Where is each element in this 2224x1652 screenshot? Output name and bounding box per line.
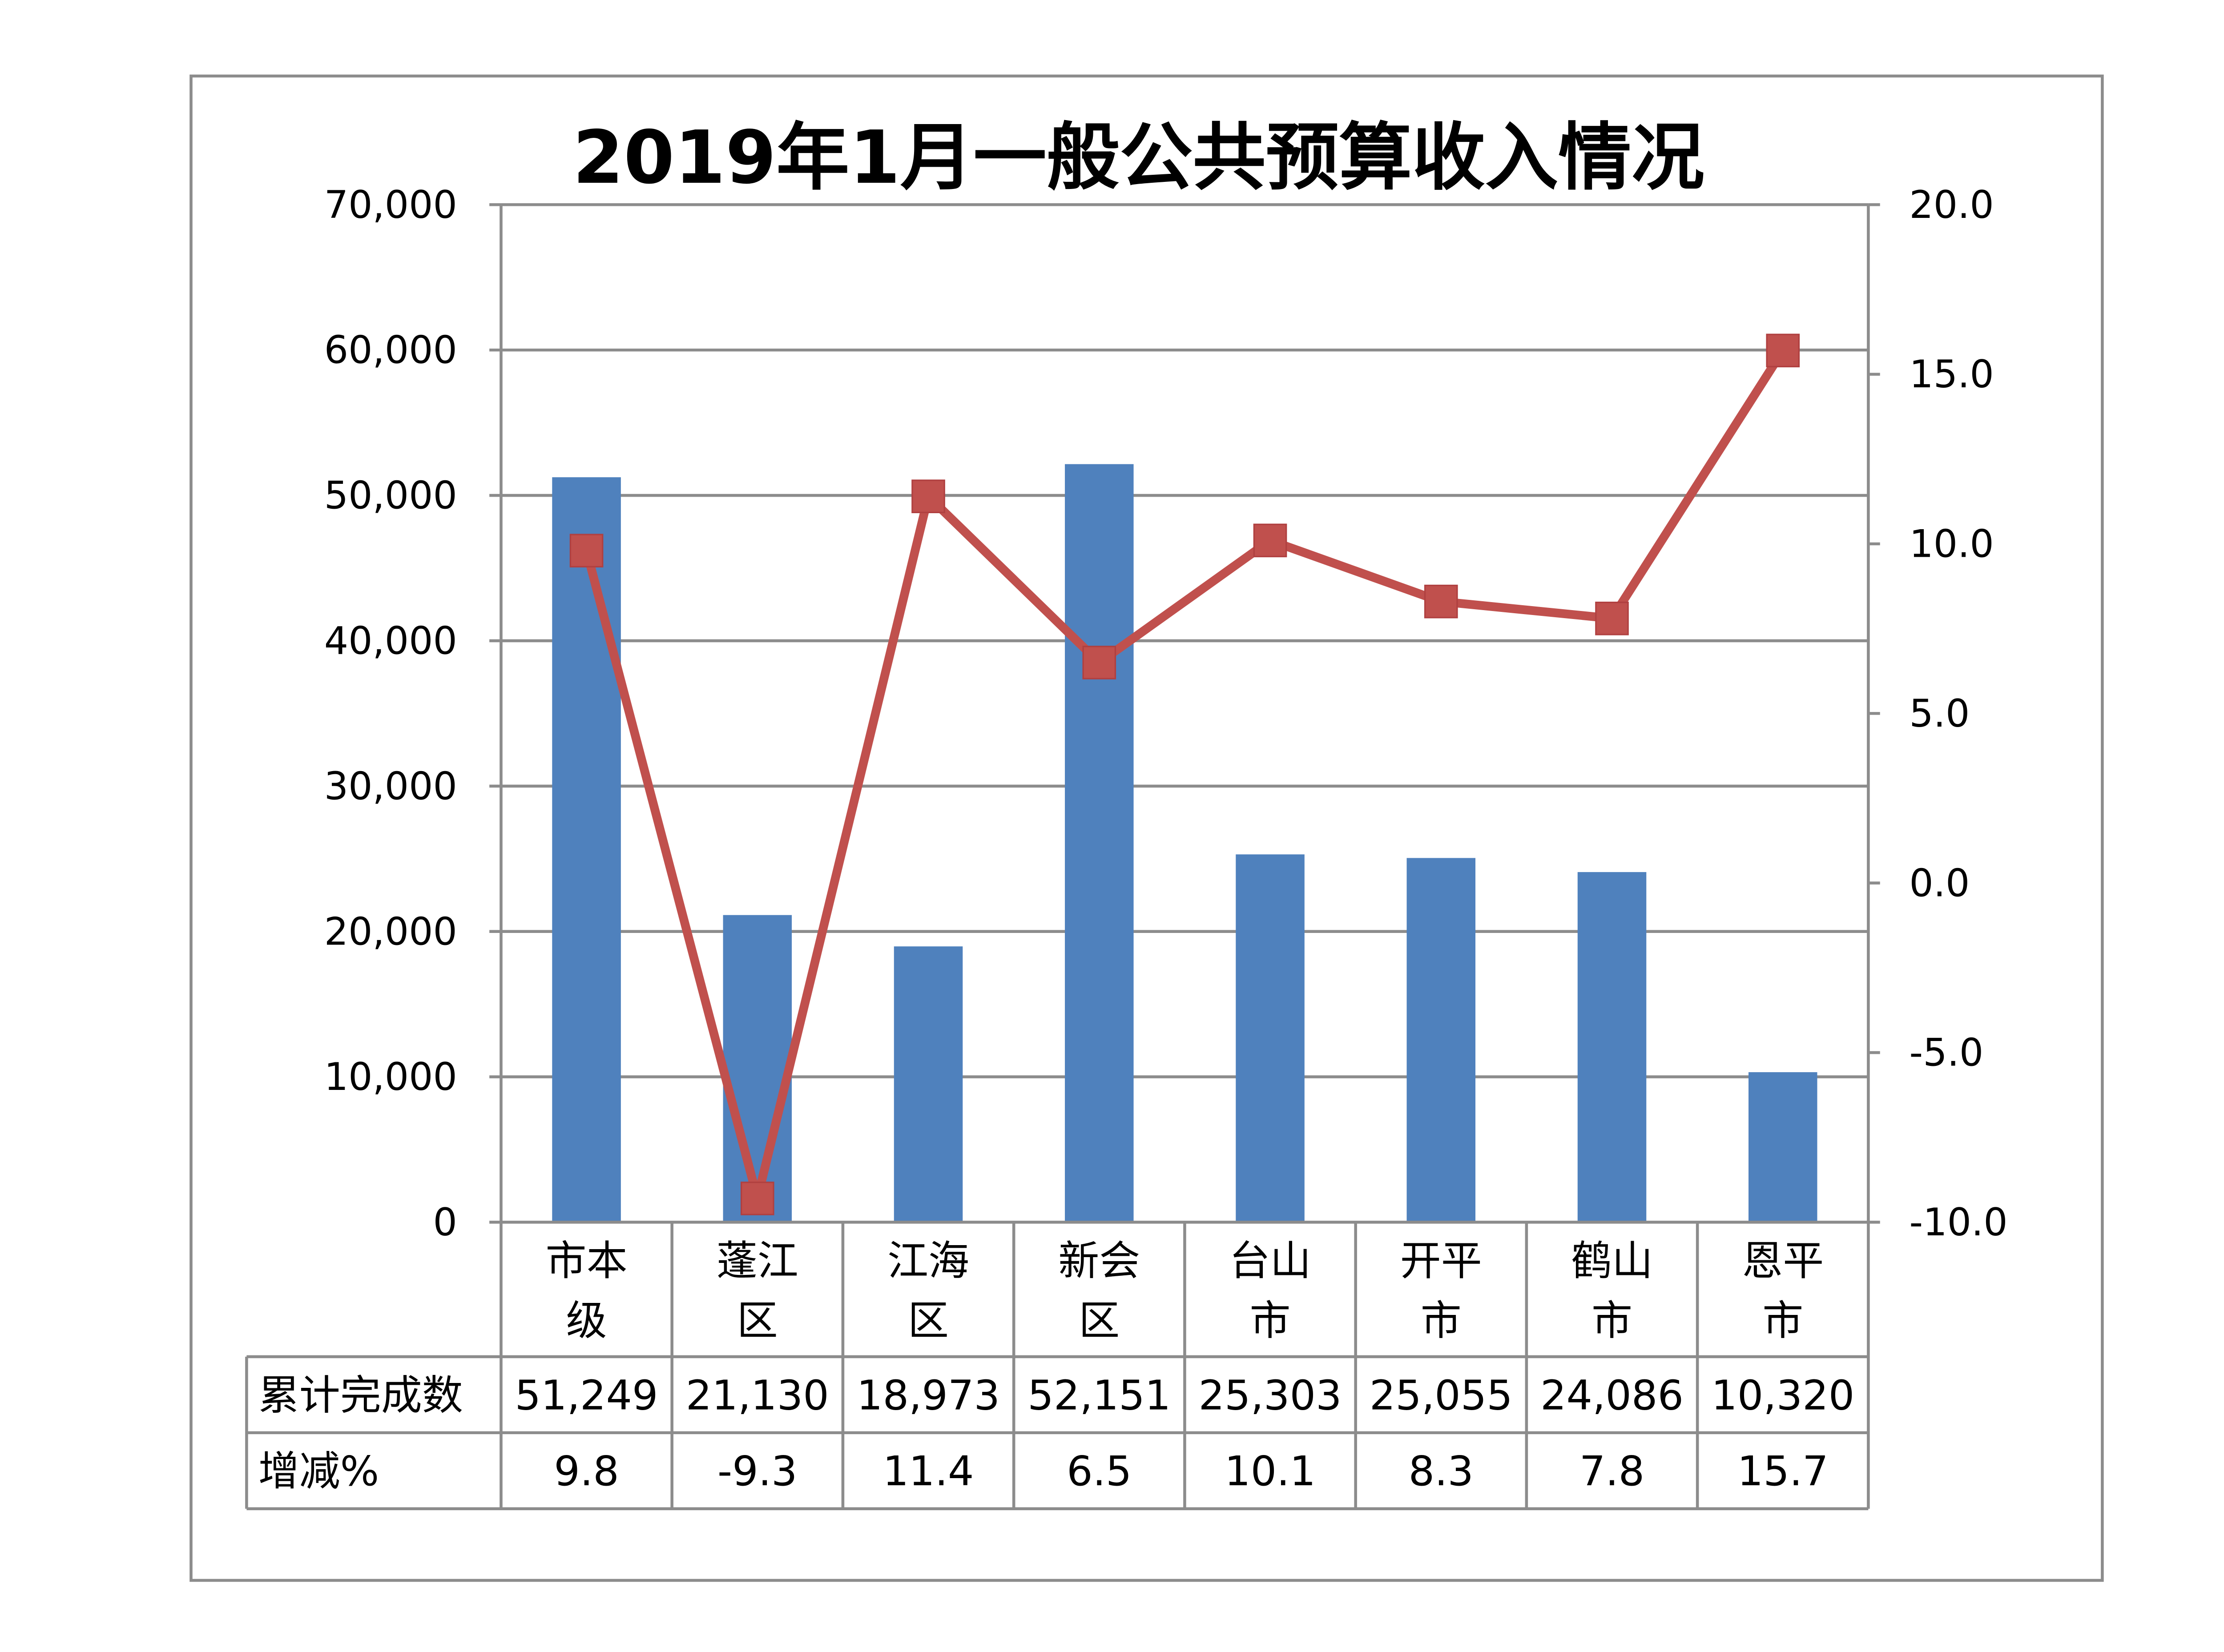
growth-marker-新会区 bbox=[1082, 646, 1116, 679]
growth-marker-台山市 bbox=[1253, 523, 1287, 558]
bar-value-cell: 25,303 bbox=[1199, 1371, 1342, 1419]
category-label: 江海区 bbox=[887, 1237, 969, 1345]
growth-line bbox=[582, 348, 1787, 1203]
bar-鹤山市 bbox=[1577, 872, 1647, 1222]
left-tick-label: 50,000 bbox=[324, 474, 457, 518]
bar-value-cell: 18,973 bbox=[857, 1371, 1000, 1419]
growth-marker-蓬江区 bbox=[741, 1182, 774, 1215]
category-label: 市本级 bbox=[546, 1237, 628, 1345]
right-tick-label: 0.0 bbox=[1909, 861, 1970, 905]
bar-恩平市 bbox=[1749, 1072, 1817, 1222]
bar-台山市 bbox=[1236, 854, 1305, 1222]
growth-value-cell: 8.3 bbox=[1409, 1447, 1474, 1495]
category-label: 开平市 bbox=[1400, 1237, 1482, 1345]
bar-江海区 bbox=[894, 946, 963, 1222]
chart-frame bbox=[189, 74, 2104, 1582]
left-tick-label: 30,000 bbox=[324, 764, 457, 808]
growth-value-cell: 6.5 bbox=[1067, 1447, 1132, 1495]
growth-value-cell: -9.3 bbox=[717, 1447, 798, 1495]
category-label: 台山市 bbox=[1229, 1237, 1311, 1345]
left-tick-label: 20,000 bbox=[324, 910, 457, 954]
right-tick-label: -10.0 bbox=[1909, 1201, 2007, 1245]
growth-marker-鹤山市 bbox=[1595, 601, 1629, 635]
right-tick-label: 5.0 bbox=[1909, 692, 1970, 736]
growth-marker-开平市 bbox=[1424, 584, 1458, 619]
bar-蓬江区 bbox=[723, 915, 792, 1222]
chart-title: 2019年1月一般公共预算收入情况 bbox=[573, 115, 1704, 200]
growth-marker-市本级 bbox=[569, 534, 604, 568]
right-tick-label: -5.0 bbox=[1909, 1031, 1983, 1075]
right-tick-label: 20.0 bbox=[1909, 183, 1994, 227]
bar-value-cell: 24,086 bbox=[1540, 1371, 1684, 1419]
growth-value-cell: 9.8 bbox=[554, 1447, 619, 1495]
growth-value-cell: 15.7 bbox=[1737, 1447, 1829, 1495]
growth-marker-恩平市 bbox=[1766, 334, 1800, 368]
category-label: 鹤山市 bbox=[1571, 1237, 1653, 1345]
left-tick-label: 60,000 bbox=[324, 329, 457, 373]
legend-growth: 增减% bbox=[258, 1447, 379, 1495]
growth-marker-江海区 bbox=[911, 479, 945, 514]
legend-cumulative: 累计完成数 bbox=[258, 1371, 463, 1419]
left-tick-label: 70,000 bbox=[324, 183, 457, 227]
category-label: 蓬江区 bbox=[717, 1237, 798, 1345]
bar-value-cell: 21,130 bbox=[686, 1371, 829, 1419]
right-tick-label: 15.0 bbox=[1909, 353, 1994, 397]
growth-value-cell: 10.1 bbox=[1225, 1447, 1316, 1495]
bar-value-cell: 52,151 bbox=[1027, 1371, 1171, 1419]
bar-value-cell: 10,320 bbox=[1711, 1371, 1854, 1419]
growth-value-cell: 7.8 bbox=[1579, 1447, 1644, 1495]
bar-开平市 bbox=[1406, 858, 1476, 1222]
category-label: 恩平市 bbox=[1742, 1237, 1824, 1345]
bar-value-cell: 51,249 bbox=[515, 1371, 658, 1419]
bar-新会区 bbox=[1065, 464, 1134, 1222]
left-tick-label: 0 bbox=[433, 1201, 457, 1245]
bar-市本级 bbox=[552, 477, 621, 1222]
category-label: 新会区 bbox=[1058, 1237, 1140, 1345]
right-tick-label: 10.0 bbox=[1909, 523, 1994, 567]
left-tick-label: 40,000 bbox=[324, 619, 457, 663]
bar-value-cell: 25,055 bbox=[1370, 1371, 1513, 1419]
left-tick-label: 10,000 bbox=[324, 1055, 457, 1099]
growth-value-cell: 11.4 bbox=[883, 1447, 974, 1495]
